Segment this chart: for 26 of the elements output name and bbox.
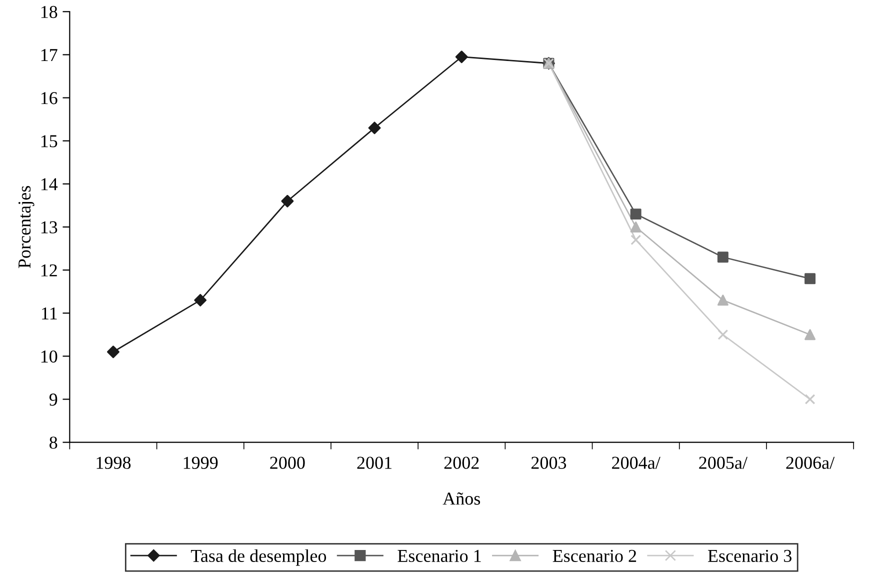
x-tick-label: 2004a/ <box>612 456 660 469</box>
x-tick-label: 2006a/ <box>786 456 835 469</box>
y-tick-label: 10 <box>41 350 58 363</box>
x-tick-label: 2001 <box>357 456 392 469</box>
y-tick-label: 14 <box>41 178 58 190</box>
x-axis-title: Años <box>442 492 480 505</box>
x-tick-label: 2000 <box>270 456 305 469</box>
legend-label: Escenario 1 <box>398 550 481 562</box>
legend-label: Escenario 3 <box>708 550 792 562</box>
y-tick-label: 11 <box>42 307 57 320</box>
y-tick-label: 18 <box>41 6 58 18</box>
y-tick-label: 8 <box>50 436 58 449</box>
y-tick-label: 13 <box>41 221 58 234</box>
x-tick-label: 1998 <box>96 456 131 469</box>
x-tick-label: 2005a/ <box>699 456 748 469</box>
y-tick-label: 17 <box>41 49 58 61</box>
x-tick-label: 1999 <box>184 456 218 469</box>
y-tick-label: 9 <box>49 394 58 406</box>
x-tick-label: 2002 <box>444 456 479 469</box>
y-axis-title: Porcentajes <box>18 186 34 268</box>
x-tick-label: 2003 <box>531 456 566 469</box>
legend-label: Tasa de desempleo <box>190 549 326 566</box>
legend-label: Escenario 2 <box>552 550 636 562</box>
y-tick-label: 15 <box>41 135 58 148</box>
y-tick-label: 12 <box>41 264 57 276</box>
y-tick-label: 16 <box>41 92 58 104</box>
